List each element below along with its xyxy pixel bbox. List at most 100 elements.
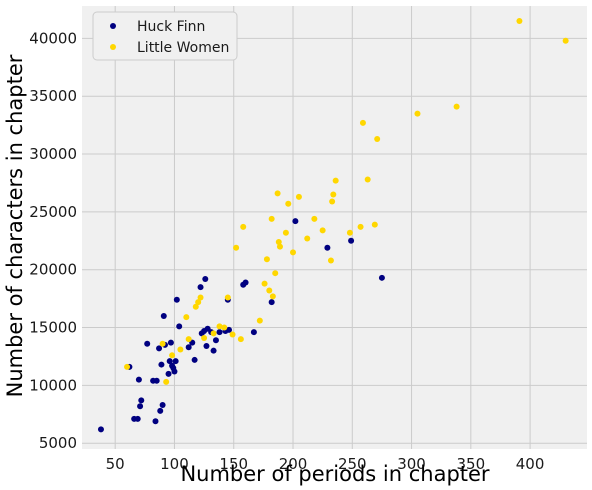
data-point-little-women: [224, 294, 231, 301]
legend-label-huck-finn: Huck Finn: [137, 19, 205, 35]
data-point-huck-finn: [210, 347, 217, 354]
x-tick-label: 300: [397, 455, 426, 473]
data-point-little-women: [329, 198, 336, 205]
data-point-little-women: [210, 330, 217, 337]
data-point-little-women: [233, 244, 240, 251]
x-axis-label: Number of periods in chapter: [180, 462, 489, 486]
data-point-little-women: [562, 37, 569, 44]
y-tick-label: 10000: [29, 376, 77, 394]
data-point-huck-finn: [157, 407, 164, 414]
y-tick-label: 15000: [29, 319, 77, 337]
data-point-little-women: [159, 340, 166, 347]
data-point-little-women: [346, 229, 353, 236]
y-tick-label: 20000: [29, 261, 77, 279]
x-tick-label: 200: [279, 455, 308, 473]
data-point-huck-finn: [158, 361, 165, 368]
data-point-huck-finn: [165, 370, 172, 377]
data-point-little-women: [282, 229, 289, 236]
data-point-huck-finn: [202, 275, 209, 282]
x-tick-label: 50: [106, 455, 125, 473]
data-point-huck-finn: [135, 376, 142, 383]
x-tick-label: 250: [338, 455, 367, 473]
data-point-huck-finn: [152, 418, 159, 425]
data-point-huck-finn: [250, 329, 257, 336]
data-point-little-women: [185, 336, 192, 343]
data-point-huck-finn: [156, 345, 163, 352]
data-point-little-women: [276, 243, 283, 250]
data-point-huck-finn: [348, 237, 355, 244]
data-point-huck-finn: [225, 326, 232, 333]
x-tick-label: 150: [219, 455, 248, 473]
data-point-huck-finn: [153, 377, 160, 384]
x-tick-label: 100: [160, 455, 189, 473]
data-point-little-women: [268, 215, 275, 222]
data-point-little-women: [163, 378, 170, 385]
legend-marker-huck-finn: [110, 23, 116, 29]
data-point-huck-finn: [138, 397, 145, 404]
legend-box: [92, 11, 238, 61]
data-point-little-women: [177, 346, 184, 353]
data-point-huck-finn: [197, 284, 204, 291]
data-point-little-women: [374, 136, 381, 143]
data-point-huck-finn: [173, 296, 180, 303]
data-point-little-women: [192, 303, 199, 310]
y-tick-label: 40000: [29, 29, 77, 47]
data-point-huck-finn: [216, 329, 223, 336]
data-point-little-women: [290, 249, 297, 256]
y-tick-label: 25000: [29, 203, 77, 221]
data-point-little-women: [311, 215, 318, 222]
data-point-huck-finn: [378, 274, 385, 281]
data-point-little-women: [183, 314, 190, 321]
data-point-little-women: [359, 119, 366, 126]
data-point-little-women: [261, 280, 268, 287]
data-point-huck-finn: [212, 337, 219, 344]
data-point-huck-finn: [203, 343, 210, 350]
data-point-little-women: [453, 103, 460, 110]
data-point-little-women: [274, 190, 281, 197]
data-point-huck-finn: [134, 415, 141, 422]
data-point-little-women: [304, 235, 311, 242]
data-point-little-women: [272, 270, 279, 277]
data-point-little-women: [221, 324, 228, 331]
data-point-little-women: [269, 293, 276, 300]
data-point-huck-finn: [159, 402, 166, 409]
y-tick-label: 5000: [39, 434, 77, 452]
data-point-huck-finn: [268, 299, 275, 306]
y-tick-label: 30000: [29, 145, 77, 163]
data-point-huck-finn: [97, 426, 104, 433]
data-point-little-women: [237, 336, 244, 343]
data-point-huck-finn: [176, 323, 183, 330]
data-point-little-women: [216, 323, 223, 330]
legend: Huck Finn Little Women: [92, 11, 238, 61]
grid-lines: [82, 6, 587, 449]
tick-labels: 50 100 150 200 250 300 350 400 5000 10000 15000 200…: [29, 29, 544, 473]
data-point-huck-finn: [160, 312, 167, 319]
data-point-little-women: [330, 191, 337, 198]
data-point-huck-finn: [324, 244, 331, 251]
data-point-huck-finn: [166, 358, 173, 365]
data-point-little-women: [169, 352, 176, 359]
data-point-huck-finn: [171, 368, 178, 375]
data-point-little-women: [275, 238, 282, 245]
data-points: [97, 18, 569, 433]
x-tick-label: 350: [457, 455, 486, 473]
data-point-little-women: [332, 177, 339, 184]
data-point-little-women: [124, 363, 131, 370]
data-point-little-women: [263, 256, 270, 263]
data-point-huck-finn: [172, 358, 179, 365]
data-point-little-women: [197, 294, 204, 301]
data-point-huck-finn: [167, 339, 174, 346]
data-point-little-women: [414, 110, 421, 117]
data-point-little-women: [201, 334, 208, 341]
data-point-little-women: [195, 299, 202, 306]
x-tick-label: 400: [516, 455, 545, 473]
y-axis-label: Number of characters in chapter: [3, 54, 27, 397]
data-point-little-women: [240, 223, 247, 230]
data-point-little-women: [371, 221, 378, 228]
data-point-little-women: [516, 18, 523, 25]
data-point-little-women: [364, 176, 371, 183]
data-point-little-women: [319, 227, 326, 234]
data-point-huck-finn: [191, 356, 198, 363]
